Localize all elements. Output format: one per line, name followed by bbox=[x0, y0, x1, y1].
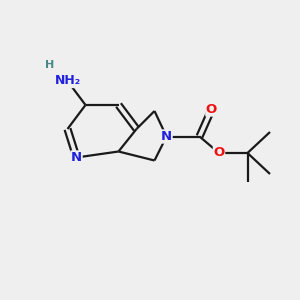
Text: N: N bbox=[71, 151, 82, 164]
Text: H: H bbox=[45, 59, 54, 70]
Text: NH₂: NH₂ bbox=[54, 74, 81, 88]
Text: O: O bbox=[213, 146, 225, 160]
Text: O: O bbox=[206, 103, 217, 116]
Text: N: N bbox=[161, 130, 172, 143]
